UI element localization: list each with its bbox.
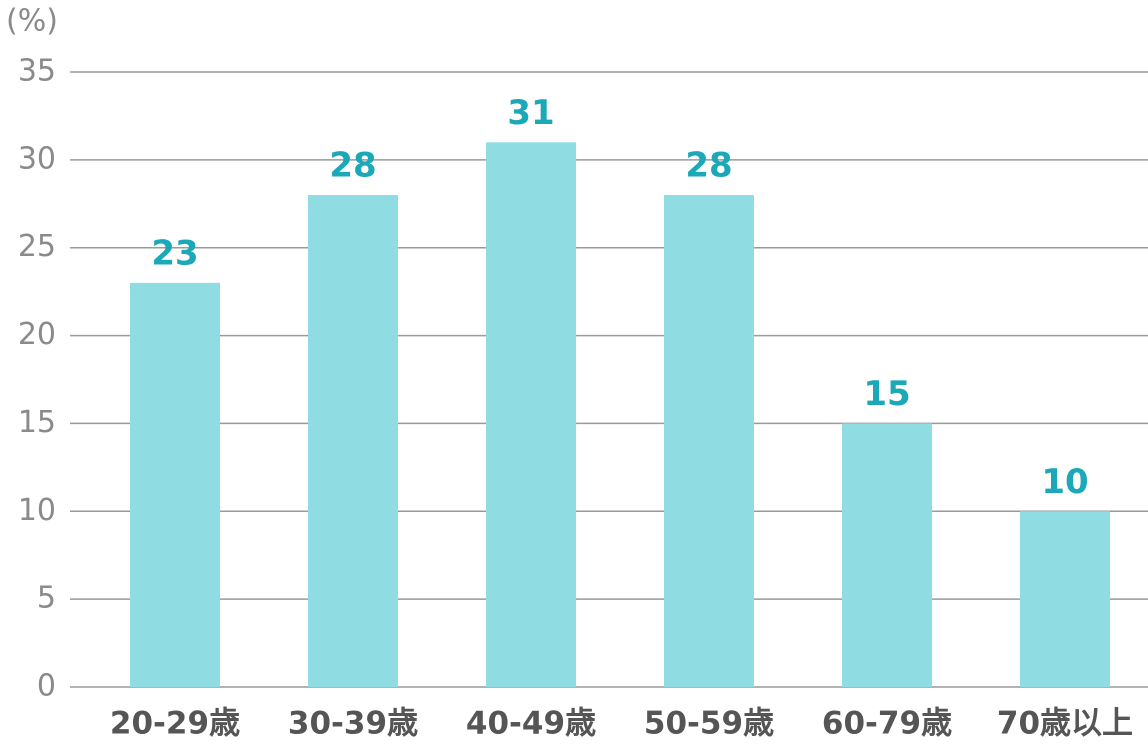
x-tick-label: 70歳以上 bbox=[997, 706, 1133, 742]
y-axis-label: (%) bbox=[6, 4, 58, 39]
x-tick-label: 40-49歳 bbox=[466, 706, 596, 742]
value-label: 28 bbox=[329, 146, 376, 186]
bar bbox=[664, 195, 754, 687]
x-tick-label: 20-29歳 bbox=[110, 706, 240, 742]
y-tick-label: 30 bbox=[18, 141, 56, 176]
x-tick-label: 30-39歳 bbox=[288, 706, 418, 742]
value-label: 28 bbox=[685, 146, 732, 186]
y-tick-label: 10 bbox=[18, 493, 56, 528]
x-tick-label: 50-59歳 bbox=[644, 706, 774, 742]
y-tick-label: 5 bbox=[37, 581, 56, 616]
bar bbox=[1020, 511, 1110, 687]
value-label: 10 bbox=[1041, 462, 1088, 502]
y-tick-label: 25 bbox=[18, 229, 56, 264]
value-label: 15 bbox=[863, 374, 910, 414]
value-label: 23 bbox=[151, 233, 198, 273]
y-tick-label: 35 bbox=[18, 54, 56, 89]
value-label: 31 bbox=[507, 93, 554, 133]
bar bbox=[486, 142, 576, 688]
y-tick-label: 0 bbox=[37, 669, 56, 704]
x-tick-label: 60-79歳 bbox=[822, 706, 952, 742]
y-tick-label: 15 bbox=[18, 405, 56, 440]
y-tick-label: 20 bbox=[18, 317, 56, 352]
bar bbox=[308, 195, 398, 687]
bar bbox=[130, 282, 220, 687]
bar bbox=[842, 423, 932, 687]
